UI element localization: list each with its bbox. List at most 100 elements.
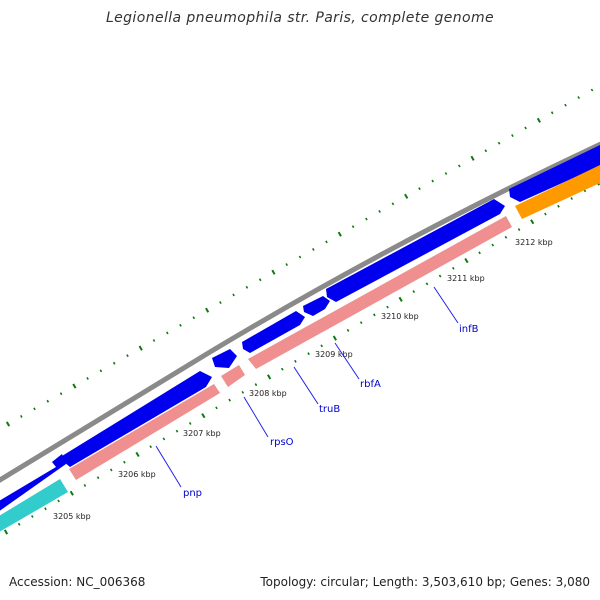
gc-dots-inner [3, 180, 600, 535]
gc-dot-outer-21 [285, 263, 288, 266]
gc-dot-outer-8 [112, 361, 116, 365]
gc-dot-outer-5 [72, 383, 77, 389]
gc-dot-outer-41 [550, 111, 554, 115]
gc-dot-inner-30 [398, 296, 403, 302]
ruler-ticks: 3205 kbp 3206 kbp 3207 kbp 3208 kbp 3209… [53, 238, 553, 521]
gc-dot-inner-28 [373, 313, 376, 317]
leader-line-truB [293, 366, 319, 405]
gc-dot-inner-8 [109, 468, 113, 472]
gene-label-pnp: pnp [183, 488, 202, 499]
gc-dot-inner-13 [175, 429, 179, 433]
gc-dot-inner-37 [491, 243, 495, 247]
gc-dot-inner-0 [3, 529, 9, 535]
tick-label-3208: 3208 kbp [249, 389, 287, 398]
forward-cds-infB [326, 199, 505, 302]
gc-dot-inner-11 [149, 445, 152, 449]
gc-dot-inner-23 [307, 352, 310, 356]
gc-dot-outer-13 [179, 323, 182, 327]
gc-dot-outer-33 [444, 172, 448, 175]
gc-dot-inner-31 [412, 290, 416, 293]
gc-dot-inner-20 [267, 374, 272, 380]
gc-dot-outer-30 [404, 193, 409, 199]
tick-label-3207: 3207 kbp [183, 429, 221, 438]
trna-feature [0, 479, 68, 532]
gc-dot-outer-20 [271, 269, 276, 275]
gc-dot-inner-27 [359, 321, 363, 325]
gc-dot-outer-17 [232, 293, 235, 297]
gc-dot-outer-36 [484, 149, 488, 153]
gc-dot-inner-3 [44, 507, 47, 511]
tick-label-3205: 3205 kbp [53, 512, 91, 521]
gene-leader-lines [155, 286, 459, 488]
gc-dot-inner-24 [320, 344, 323, 348]
gc-dot-outer-39 [524, 126, 527, 130]
gc-dot-inner-43 [570, 197, 573, 200]
gc-dot-outer-32 [431, 179, 434, 183]
gc-dot-outer-2 [33, 407, 36, 411]
gc-dot-outer-26 [351, 225, 355, 229]
gc-dot-inner-5 [69, 490, 74, 496]
gc-dot-outer-24 [325, 240, 328, 244]
gc-dot-inner-35 [464, 257, 469, 264]
gc-dot-inner-21 [281, 367, 284, 371]
gc-dot-outer-25 [337, 231, 342, 237]
gc-dot-inner-15 [201, 413, 206, 419]
gc-dot-outer-37 [497, 141, 501, 145]
gc-dot-outer-28 [378, 210, 381, 213]
gc-dot-outer-16 [219, 301, 222, 304]
forward-cds-block-2 [212, 349, 237, 368]
gc-dot-outer-0 [5, 421, 11, 427]
gc-dot-outer-27 [365, 217, 368, 221]
tick-label-3209: 3209 kbp [315, 350, 353, 359]
gc-dot-inner-1 [17, 522, 21, 526]
gc-dot-outer-3 [46, 399, 50, 403]
gene-labels: pnp rpsO truB rbfA infB [183, 324, 479, 499]
gc-dot-outer-4 [59, 392, 63, 396]
tick-label-3211: 3211 kbp [447, 274, 485, 283]
gene-label-rpsO: rpsO [270, 437, 294, 448]
gc-dot-inner-36 [478, 251, 481, 255]
gc-dot-inner-33 [438, 274, 442, 278]
gc-dot-inner-7 [96, 476, 100, 480]
gc-dots-outer [5, 88, 594, 427]
gc-dot-inner-39 [517, 228, 521, 231]
gc-dot-outer-42 [564, 103, 567, 107]
tick-label-3206: 3206 kbp [118, 470, 156, 479]
gc-dot-inner-22 [294, 359, 297, 363]
gc-dot-outer-18 [245, 285, 249, 289]
gc-dot-outer-40 [536, 117, 541, 123]
gc-dot-outer-11 [152, 339, 156, 342]
gc-dot-outer-6 [86, 377, 89, 380]
map-title: Legionella pneumophila str. Paris, compl… [105, 10, 495, 26]
gc-dot-inner-40 [530, 219, 535, 225]
gc-dot-inner-16 [215, 406, 218, 410]
forward-cds-pnp-region [0, 454, 66, 511]
gc-dot-outer-34 [458, 164, 461, 168]
gc-dot-inner-32 [425, 282, 429, 286]
gc-dot-inner-17 [228, 398, 231, 402]
reverse-cds-block-1 [69, 384, 220, 480]
reverse-cds-block-2 [221, 365, 245, 387]
gc-dot-outer-1 [20, 415, 23, 418]
gc-dot-outer-15 [205, 307, 210, 313]
gc-dot-outer-12 [166, 331, 169, 335]
gc-dot-outer-19 [258, 278, 262, 282]
forward-cds-block-6 [509, 145, 600, 202]
gc-dot-inner-4 [57, 499, 60, 503]
backbone-line [0, 141, 600, 483]
gc-dot-inner-19 [254, 383, 258, 387]
gc-dot-inner-34 [452, 266, 455, 270]
gc-dot-outer-23 [312, 248, 315, 251]
gc-dot-outer-38 [511, 134, 514, 137]
tick-label-3210: 3210 kbp [381, 312, 419, 321]
accession-text: Accession: NC_006368 [9, 575, 146, 589]
gc-dot-inner-18 [241, 390, 245, 394]
forward-cds-block-1 [62, 371, 212, 467]
rrna-feature [515, 165, 600, 219]
gc-dot-inner-29 [386, 305, 389, 309]
gc-dot-inner-14 [188, 422, 192, 425]
gene-label-rbfA: rbfA [360, 379, 381, 390]
gc-dot-inner-26 [346, 328, 350, 332]
gc-dot-outer-31 [418, 187, 421, 191]
gc-dot-outer-10 [138, 345, 143, 351]
